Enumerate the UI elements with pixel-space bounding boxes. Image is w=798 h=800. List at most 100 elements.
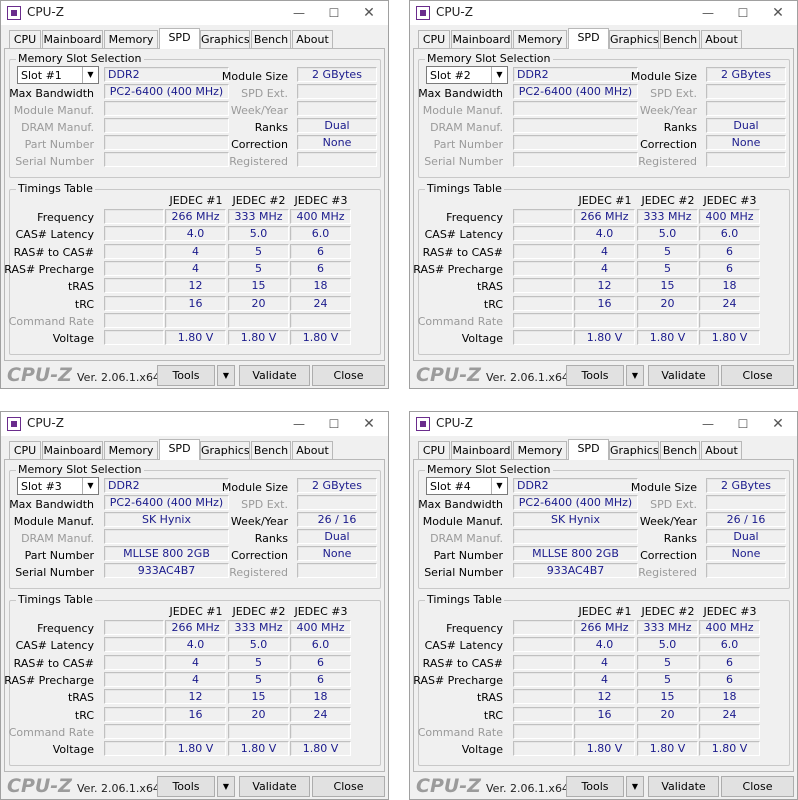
tools-dropdown-icon[interactable]: ▼ xyxy=(217,365,235,386)
timing-trc-label: tRC xyxy=(74,297,94,311)
tab-cpu[interactable]: CPU xyxy=(418,441,450,460)
tools-dropdown-icon[interactable]: ▼ xyxy=(626,365,644,386)
validate-button[interactable]: Validate xyxy=(239,365,310,386)
close-window-icon[interactable]: ✕ xyxy=(363,5,375,21)
tools-button[interactable]: Tools xyxy=(566,365,624,386)
close-window-icon[interactable]: ✕ xyxy=(772,5,784,21)
cpuz-app-icon xyxy=(416,417,430,431)
tab-spd[interactable]: SPD xyxy=(568,28,609,49)
timing-cas-latency-value: 4.0 xyxy=(165,637,226,653)
timing-tras-value: 18 xyxy=(699,278,760,294)
timing-ras-precharge-value: 4 xyxy=(165,671,226,687)
tools-dropdown-icon[interactable]: ▼ xyxy=(217,776,235,797)
tab-spd[interactable]: SPD xyxy=(568,439,609,460)
chevron-down-icon[interactable]: ▼ xyxy=(82,478,98,494)
validate-button[interactable]: Validate xyxy=(239,776,310,797)
maximize-icon[interactable]: ☐ xyxy=(737,417,749,431)
tab-bench[interactable]: Bench xyxy=(251,441,291,460)
timing-cas-latency-value: 4.0 xyxy=(165,226,226,242)
slot-select[interactable]: Slot #4 ▼ xyxy=(426,477,508,495)
timing-trc-value: 16 xyxy=(165,706,226,722)
close-button[interactable]: Close xyxy=(721,776,794,797)
minimize-icon[interactable]: — xyxy=(293,6,305,20)
tab-bench[interactable]: Bench xyxy=(660,441,700,460)
module-manuf-value xyxy=(104,101,229,116)
tools-dropdown-icon[interactable]: ▼ xyxy=(626,776,644,797)
minimize-icon[interactable]: — xyxy=(702,417,714,431)
dram-manuf-value xyxy=(104,118,229,133)
timing-tras-value: 12 xyxy=(165,278,226,294)
close-button[interactable]: Close xyxy=(312,365,385,386)
timing-ras-to-cas-value: 5 xyxy=(637,654,698,670)
validate-button[interactable]: Validate xyxy=(648,365,719,386)
tab-mainboard[interactable]: Mainboard xyxy=(451,30,512,49)
slot-select[interactable]: Slot #1 ▼ xyxy=(17,66,99,84)
serial-number-value: 933AC4B7 xyxy=(513,563,638,578)
maximize-icon[interactable]: ☐ xyxy=(328,6,340,20)
slot-select[interactable]: Slot #2 ▼ xyxy=(426,66,508,84)
tab-memory[interactable]: Memory xyxy=(104,30,158,49)
chevron-down-icon[interactable]: ▼ xyxy=(491,67,507,83)
tab-bench[interactable]: Bench xyxy=(660,30,700,49)
tab-mainboard[interactable]: Mainboard xyxy=(42,441,103,460)
tab-about[interactable]: About xyxy=(292,441,333,460)
tab-memory[interactable]: Memory xyxy=(513,30,567,49)
tab-graphics[interactable]: Graphics xyxy=(609,441,659,460)
max-bandwidth-label: Max Bandwidth xyxy=(418,87,503,100)
week-year-label: Week/Year xyxy=(230,515,288,528)
tab-graphics[interactable]: Graphics xyxy=(200,441,250,460)
tab-cpu[interactable]: CPU xyxy=(418,30,450,49)
tools-button[interactable]: Tools xyxy=(157,776,215,797)
week-year-value xyxy=(297,101,377,116)
tab-spd[interactable]: SPD xyxy=(159,439,200,460)
chevron-down-icon[interactable]: ▼ xyxy=(82,67,98,83)
tab-about[interactable]: About xyxy=(701,441,742,460)
timing-trc-spacer xyxy=(513,295,573,311)
chevron-down-icon[interactable]: ▼ xyxy=(491,478,507,494)
timing-cas-latency-spacer xyxy=(513,637,573,653)
timing-ras-precharge-label: RAS# Precharge xyxy=(413,262,503,276)
tab-about[interactable]: About xyxy=(701,30,742,49)
timing-ras-to-cas-value: 5 xyxy=(228,243,289,259)
registered-value xyxy=(706,563,786,578)
correction-label: Correction xyxy=(640,138,697,151)
tab-bench[interactable]: Bench xyxy=(251,30,291,49)
close-button[interactable]: Close xyxy=(721,365,794,386)
correction-label: Correction xyxy=(231,549,288,562)
tab-cpu[interactable]: CPU xyxy=(9,30,41,49)
slot-select[interactable]: Slot #3 ▼ xyxy=(17,477,99,495)
timing-ras-to-cas-value: 4 xyxy=(165,654,226,670)
timing-tras-value: 15 xyxy=(637,278,698,294)
timing-voltage-value: 1.80 V xyxy=(699,330,760,346)
close-button[interactable]: Close xyxy=(312,776,385,797)
validate-button[interactable]: Validate xyxy=(648,776,719,797)
tab-cpu[interactable]: CPU xyxy=(9,441,41,460)
tools-button[interactable]: Tools xyxy=(566,776,624,797)
maximize-icon[interactable]: ☐ xyxy=(737,6,749,20)
cpuz-window: CPU-Z — ☐ ✕ CPU Mainboard Memory SPD Graphics Ben… xyxy=(0,0,389,389)
part-number-value: MLLSE 800 2GB xyxy=(513,546,638,561)
tab-mainboard[interactable]: Mainboard xyxy=(42,30,103,49)
tab-memory[interactable]: Memory xyxy=(513,441,567,460)
memory-type-value: DDR2 xyxy=(513,478,638,493)
correction-label: Correction xyxy=(231,138,288,151)
tab-about[interactable]: About xyxy=(292,30,333,49)
title-bar: CPU-Z — ☐ ✕ xyxy=(410,1,797,25)
tab-spd[interactable]: SPD xyxy=(159,28,200,49)
tab-memory[interactable]: Memory xyxy=(104,441,158,460)
cpuz-window: CPU-Z — ☐ ✕ CPU Mainboard Memory SPD Graphics Ben… xyxy=(409,0,798,389)
tools-button[interactable]: Tools xyxy=(157,365,215,386)
minimize-icon[interactable]: — xyxy=(293,417,305,431)
close-window-icon[interactable]: ✕ xyxy=(363,416,375,432)
close-window-icon[interactable]: ✕ xyxy=(772,416,784,432)
timings-table-group: Timings Table JEDEC #1 JEDEC #2 JEDEC #3 Fre… xyxy=(413,182,790,355)
tab-graphics[interactable]: Graphics xyxy=(200,30,250,49)
tab-graphics[interactable]: Graphics xyxy=(609,30,659,49)
timing-voltage-label: Voltage xyxy=(461,332,503,346)
timing-ras-to-cas-value: 5 xyxy=(637,243,698,259)
timing-ras-to-cas-label: RAS# to CAS# xyxy=(422,245,503,259)
module-manuf-label: Module Manuf. xyxy=(13,104,94,117)
tab-mainboard[interactable]: Mainboard xyxy=(451,441,512,460)
maximize-icon[interactable]: ☐ xyxy=(328,417,340,431)
minimize-icon[interactable]: — xyxy=(702,6,714,20)
